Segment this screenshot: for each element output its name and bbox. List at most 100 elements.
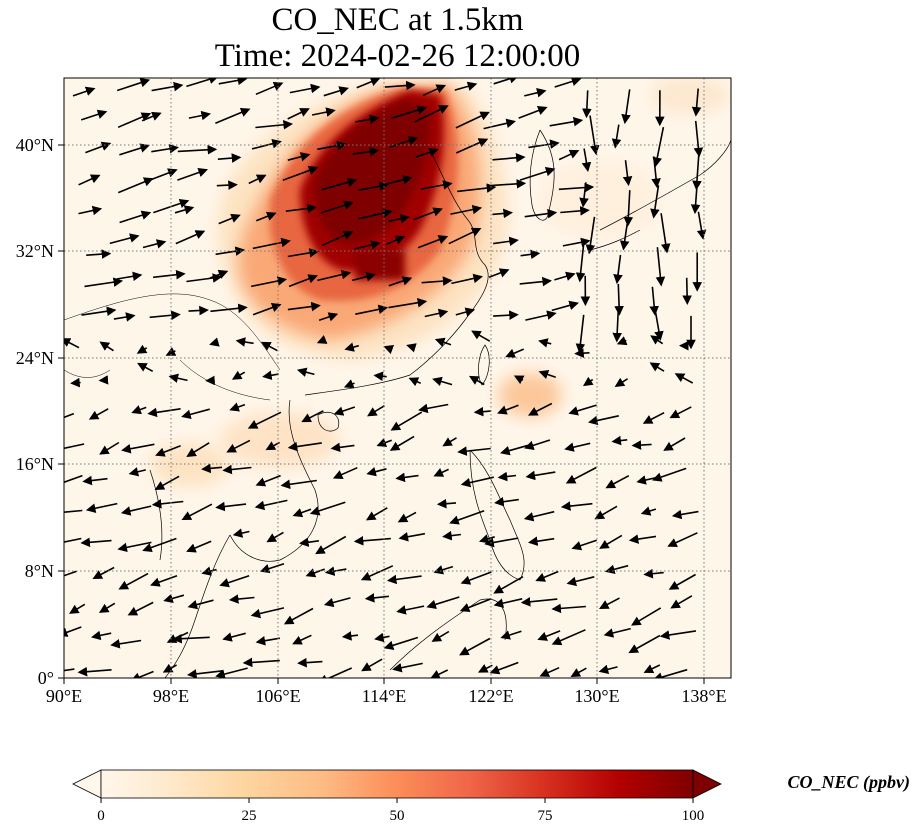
wind-arrow bbox=[565, 466, 597, 484]
wind-arrow bbox=[414, 105, 449, 123]
wind-arrow bbox=[252, 237, 291, 250]
wind-arrow bbox=[186, 273, 223, 283]
wind-arrow bbox=[131, 405, 147, 415]
wind-arrow bbox=[84, 277, 124, 288]
wind-arrow bbox=[391, 105, 428, 120]
wind-arrow bbox=[436, 498, 457, 509]
wind-arrow bbox=[209, 337, 220, 347]
wind-arrow bbox=[147, 168, 178, 182]
wind-arrow bbox=[551, 603, 586, 614]
wind-arrow bbox=[64, 668, 75, 672]
wind-arrow bbox=[297, 657, 323, 668]
wind-arrow bbox=[388, 276, 413, 287]
wind-arrow bbox=[358, 208, 393, 220]
wind-arrow bbox=[137, 362, 154, 373]
wind-arrow bbox=[109, 233, 140, 245]
wind-arrow bbox=[570, 667, 587, 677]
wind-arrow bbox=[671, 509, 699, 520]
wind-arrow bbox=[358, 181, 389, 191]
wind-arrow bbox=[669, 406, 692, 419]
wind-arrow bbox=[250, 276, 288, 288]
wind-arrow bbox=[64, 537, 82, 543]
wind-arrow bbox=[364, 593, 389, 603]
wind-arrow bbox=[226, 439, 251, 453]
wind-arrow bbox=[163, 593, 185, 604]
colorbar-tick-label: 100 bbox=[682, 808, 705, 824]
wind-arrow bbox=[581, 148, 592, 172]
wind-arrow bbox=[619, 223, 630, 251]
wind-arrow bbox=[150, 574, 178, 587]
wind-arrow bbox=[174, 205, 195, 215]
wind-arrow bbox=[142, 537, 177, 553]
wind-arrow bbox=[187, 599, 214, 610]
wind-arrow bbox=[442, 437, 457, 447]
wind-arrow bbox=[254, 499, 288, 511]
wind-arrow bbox=[406, 343, 417, 353]
wind-arrow bbox=[383, 345, 395, 355]
wind-arrow bbox=[355, 114, 380, 125]
wind-arrow bbox=[353, 535, 391, 546]
lon-tick-label: 90°E bbox=[46, 686, 82, 706]
wind-arrow bbox=[564, 442, 591, 452]
lon-tick-label: 122°E bbox=[468, 686, 513, 706]
colorbar-tick-label: 75 bbox=[538, 808, 553, 824]
wind-arrow bbox=[344, 342, 360, 352]
wind-arrow bbox=[433, 565, 454, 575]
map-frame bbox=[63, 77, 732, 679]
wind-arrow bbox=[493, 598, 523, 608]
wind-arrow bbox=[460, 476, 494, 488]
wind-arrow bbox=[289, 83, 321, 94]
wind-arrow bbox=[605, 564, 629, 574]
wind-arrow bbox=[64, 626, 82, 637]
wind-arrow bbox=[518, 105, 548, 119]
wind-arrow bbox=[500, 630, 522, 640]
wind-arrow bbox=[670, 595, 693, 609]
wind-arrow bbox=[219, 574, 250, 588]
wind-arrow bbox=[614, 283, 624, 316]
wind-arrow bbox=[389, 136, 419, 149]
wind-arrow bbox=[459, 637, 491, 656]
wind-arrow bbox=[366, 467, 387, 477]
wind-arrow bbox=[323, 86, 349, 97]
wind-arrow bbox=[494, 496, 519, 507]
wind-arrow bbox=[287, 152, 311, 162]
wind-arrow bbox=[582, 90, 592, 119]
wind-arrow bbox=[288, 274, 318, 288]
wind-arrow bbox=[693, 120, 704, 158]
wind-arrow bbox=[80, 109, 108, 121]
wind-arrow bbox=[551, 300, 579, 312]
wind-arrow bbox=[527, 402, 553, 416]
wind-arrow bbox=[537, 630, 561, 641]
wind-arrow bbox=[469, 375, 485, 386]
wind-arrow bbox=[650, 335, 664, 345]
wind-arrow bbox=[260, 341, 278, 352]
wind-arrow bbox=[455, 111, 490, 129]
wind-arrow bbox=[549, 116, 584, 127]
wind-arrow bbox=[162, 663, 177, 673]
wind-arrow bbox=[117, 112, 152, 129]
wind-arrow bbox=[493, 236, 519, 247]
wind-arrow bbox=[528, 536, 555, 546]
wind-arrow bbox=[473, 406, 491, 417]
lat-tick-label: 32°N bbox=[16, 241, 54, 261]
wind-arrow bbox=[78, 205, 103, 216]
wind-arrow bbox=[579, 182, 589, 208]
wind-arrow bbox=[323, 597, 351, 608]
lat-tick-label: 8°N bbox=[25, 561, 54, 581]
wind-arrow bbox=[321, 200, 354, 214]
wind-arrow bbox=[154, 475, 180, 490]
wind-arrow bbox=[86, 249, 112, 259]
wind-arrow bbox=[82, 475, 108, 486]
wind-arrow bbox=[352, 146, 380, 157]
wind-arrow bbox=[299, 537, 320, 547]
wind-arrow bbox=[361, 658, 383, 672]
wind-arrow bbox=[413, 207, 443, 221]
wind-arrow bbox=[682, 277, 692, 305]
wind-arrow bbox=[287, 301, 321, 312]
wind-arrow bbox=[616, 336, 628, 346]
wind-arrow bbox=[493, 310, 519, 320]
wind-arrow bbox=[535, 570, 559, 582]
lat-tick-label: 16°N bbox=[16, 454, 54, 474]
wind-arrow bbox=[216, 180, 238, 190]
wind-arrow bbox=[455, 307, 476, 317]
